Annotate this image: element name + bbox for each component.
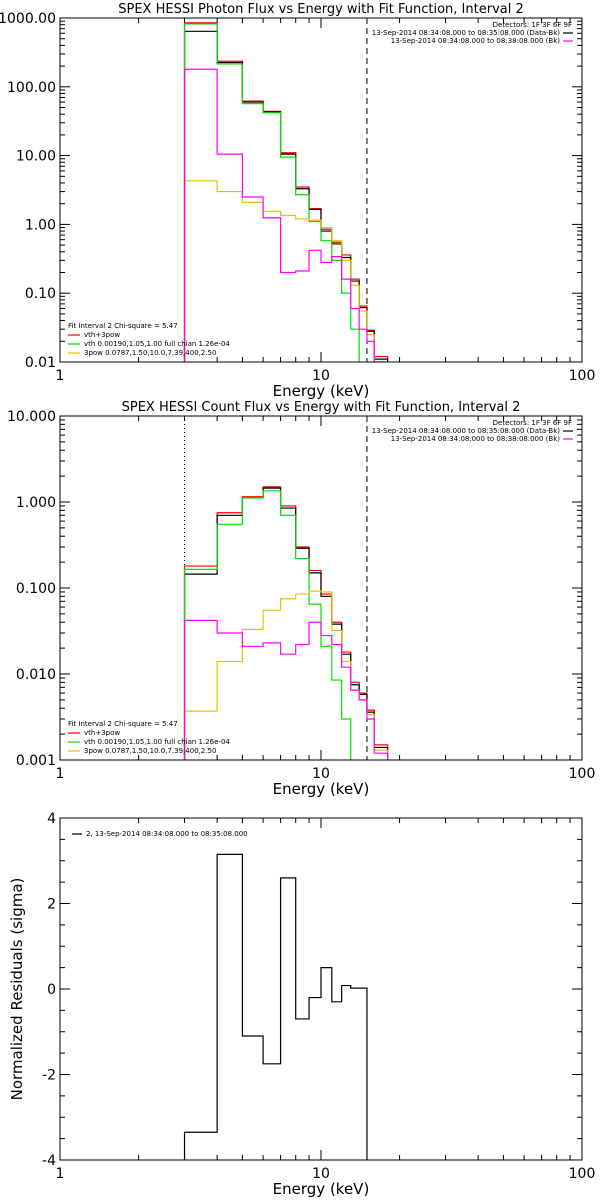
photon-flux-legend-fit-text: vth 0.00190,1.05,1.00 full chian 1.26e-0…	[84, 340, 230, 348]
photon-flux-y-tick-label: 1.00	[25, 217, 56, 233]
residuals-x-axis-label: Energy (keV)	[273, 1180, 370, 1198]
count-flux-chart: SPEX HESSI Count Flux vs Energy with Fit…	[7, 400, 596, 798]
count-flux-x-tick-label: 10	[312, 766, 330, 782]
count-flux-y-tick-label: 0.100	[16, 581, 56, 597]
photon-flux-y-tick-label: 0.10	[25, 286, 56, 302]
count-flux-legend-interval-text: 13-Sep-2014 08:34:08.000 to 08:38:08.000…	[391, 435, 561, 443]
count-flux-series-group	[183, 486, 389, 760]
photon-flux-y-tick-label: 1000.00	[0, 11, 56, 27]
residuals-series-0	[183, 853, 368, 1160]
count-flux-y-tick-label: 10.000	[7, 409, 56, 425]
photon-flux-series-0	[183, 22, 389, 362]
photon-flux-x-tick-label: 100	[569, 368, 596, 384]
residuals-y-axis-label: Normalized Residuals (sigma)	[8, 878, 26, 1101]
photon-flux-legend-detectors: Detectors: 1F 3F 6F 9F	[493, 21, 572, 29]
photon-flux-y-tick-label: 100.00	[7, 80, 56, 96]
count-flux-x-tick-label: 1	[56, 766, 65, 782]
residuals-y-tick-label: -2	[42, 1068, 56, 1084]
count-flux-legend-fit-title: Fit Interval 2 Chi-square = 5.47	[68, 720, 178, 728]
photon-flux-x-tick-label: 10	[312, 368, 330, 384]
photon-flux-legend-fit-title: Fit Interval 2 Chi-square = 5.47	[68, 322, 178, 330]
photon-flux-x-tick-label: 1	[56, 368, 65, 384]
photon-flux-title: SPEX HESSI Photon Flux vs Energy with Fi…	[118, 2, 524, 17]
photon-flux-legend-fit-text: 3pow 0.0787,1.50,10.0,7.39,400,2.50	[84, 349, 216, 357]
residuals-plot-frame	[59, 817, 583, 1161]
residuals-x-tick-label: 10	[312, 1166, 330, 1182]
count-flux-legend-fit-text: 3pow 0.0787,1.50,10.0,7.39,400,2.50	[84, 747, 216, 755]
count-flux-y-tick-label: 0.001	[16, 753, 56, 769]
count-flux-plot-frame	[59, 415, 583, 761]
photon-flux-legend-interval-text: 13-Sep-2014 08:34:08.000 to 08:38:08.000…	[391, 37, 561, 45]
count-flux-legend-fit-text: vth+3pow	[84, 729, 120, 737]
count-flux-legend-detectors: Detectors: 1F 3F 6F 9F	[493, 419, 572, 427]
residuals-y-tick-label: -4	[42, 1153, 56, 1169]
residuals-x-tick-label: 100	[569, 1166, 596, 1182]
count-flux-series-3	[183, 590, 389, 760]
count-flux-x-tick-label: 100	[569, 766, 596, 782]
photon-flux-chart: SPEX HESSI Photon Flux vs Energy with Fi…	[0, 2, 596, 400]
count-flux-legend-fit-text: vth 0.00190,1.05,1.00 full chian 1.26e-0…	[84, 738, 230, 746]
photon-flux-plot-frame	[59, 17, 583, 363]
photon-flux-series-1	[183, 30, 389, 362]
residuals-y-tick-label: 4	[47, 811, 56, 827]
residuals-x-tick-label: 1	[56, 1166, 65, 1182]
photon-flux-legend-interval-text: 13-Sep-2014 08:34:08.000 to 08:35:08.000…	[372, 29, 561, 37]
residuals-y-tick-label: 0	[47, 982, 56, 998]
residuals-legend-text: 2, 13-Sep-2014 08:34:08.000 to 08:35:08.…	[86, 830, 248, 838]
photon-flux-y-tick-label: 10.00	[16, 149, 56, 165]
count-flux-series-4	[183, 619, 389, 760]
residuals-series-group	[183, 853, 368, 1160]
photon-flux-x-axis-label: Energy (keV)	[273, 382, 370, 400]
count-flux-y-tick-label: 1.000	[16, 495, 56, 511]
photon-flux-legend-fit-text: vth+3pow	[84, 331, 120, 339]
photon-flux-series-4	[183, 68, 389, 362]
count-flux-y-tick-label: 0.010	[16, 667, 56, 683]
residuals-chart: 1 10 100 -4 -2 0 2 4 Energy (keV) Normalized Resi…	[8, 811, 595, 1198]
photon-flux-series-group	[183, 22, 389, 362]
count-flux-legend-interval-text: 13-Sep-2014 08:34:08.000 to 08:35:08.000…	[372, 427, 561, 435]
count-flux-title: SPEX HESSI Count Flux vs Energy with Fit…	[122, 400, 521, 415]
photon-flux-series-2	[183, 23, 360, 362]
count-flux-x-axis-label: Energy (keV)	[273, 780, 370, 798]
photon-flux-series-3	[183, 180, 389, 362]
photon-flux-y-tick-label: 0.01	[25, 355, 56, 371]
residuals-y-tick-label: 2	[47, 897, 56, 913]
